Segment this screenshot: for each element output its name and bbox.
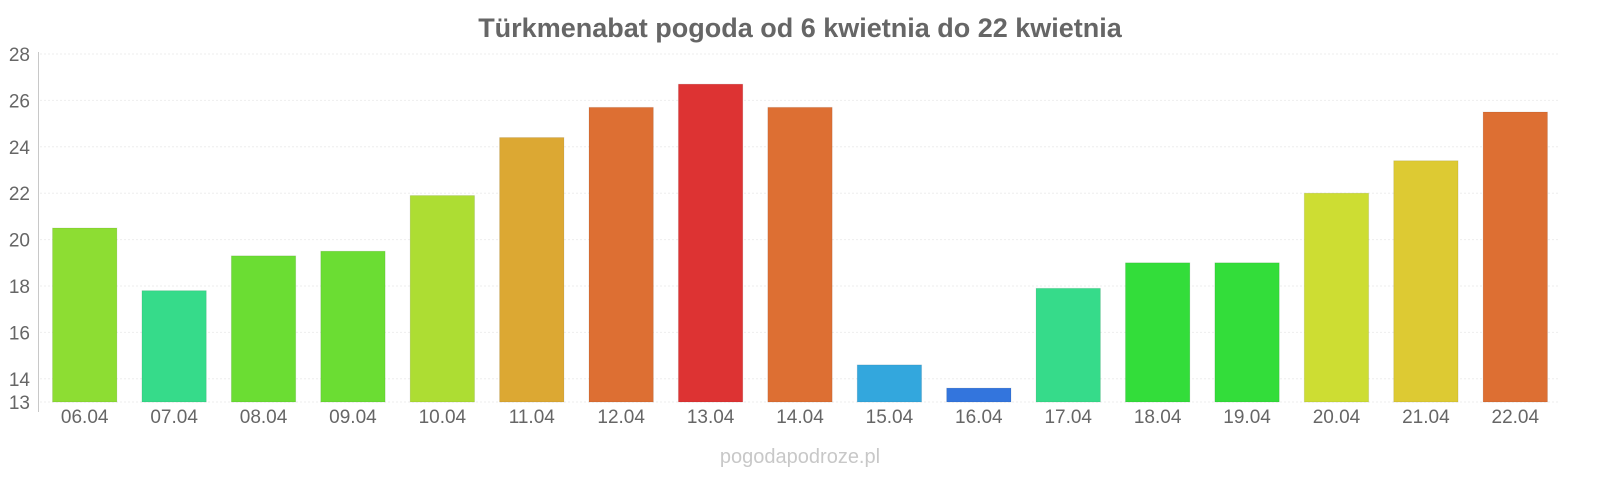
x-tick-label: 06.04 [61, 407, 109, 428]
bar-22.04[interactable] [1482, 111, 1548, 403]
x-tick-label: 13.04 [687, 407, 735, 428]
x-tick-label: 11.04 [509, 407, 556, 428]
x-tick-label: 14.04 [776, 407, 824, 428]
x-tick-label: 22.04 [1492, 407, 1540, 428]
bar-18.04[interactable] [1124, 262, 1191, 403]
y-tick-label: 22 [9, 184, 30, 205]
bar-09.04[interactable] [320, 250, 386, 403]
watermark: pogodapodroze.pl [720, 446, 880, 468]
y-tick-label: 13 [9, 393, 30, 414]
x-tick-label: 15.04 [866, 407, 914, 428]
bar-13.04[interactable] [677, 83, 744, 403]
y-tick-label: 16 [9, 323, 30, 344]
bar-08.04[interactable] [230, 255, 297, 403]
bar-20.04[interactable] [1303, 192, 1370, 403]
bar-19.04[interactable] [1214, 262, 1280, 403]
x-tick-label: 12.04 [597, 407, 645, 428]
bar-16.04[interactable] [946, 387, 1012, 403]
y-tick-label: 28 [9, 45, 30, 66]
x-tick-label: 17.04 [1044, 407, 1092, 428]
bar-12.04[interactable] [588, 106, 654, 403]
bar-10.04[interactable] [409, 195, 476, 403]
chart-title: Türkmenabat pogoda od 6 kwietnia do 22 k… [478, 13, 1123, 43]
x-tick-label: 10.04 [419, 407, 467, 428]
x-tick-label: 19.04 [1223, 407, 1271, 428]
x-tick-label: 08.04 [240, 407, 288, 428]
y-tick-label: 18 [9, 277, 30, 298]
bar-21.04[interactable] [1393, 160, 1459, 403]
bar-14.04[interactable] [767, 106, 833, 403]
bar-06.04[interactable] [52, 227, 118, 403]
x-tick-label: 21.04 [1402, 407, 1450, 428]
x-tick-label: 20.04 [1313, 407, 1361, 428]
x-tick-label: 16.04 [955, 407, 1003, 428]
bar-07.04[interactable] [141, 290, 207, 403]
y-tick-label: 26 [9, 91, 30, 112]
y-tick-label: 24 [9, 138, 31, 159]
x-tick-label: 09.04 [329, 407, 377, 428]
x-tick-label: 18.04 [1134, 407, 1182, 428]
x-tick-label: 07.04 [150, 407, 198, 428]
y-tick-label: 20 [9, 231, 30, 252]
bar-11.04[interactable] [499, 137, 565, 403]
bar-15.04[interactable] [856, 364, 923, 403]
y-tick-label: 14 [9, 370, 31, 391]
bar-17.04[interactable] [1035, 287, 1101, 403]
